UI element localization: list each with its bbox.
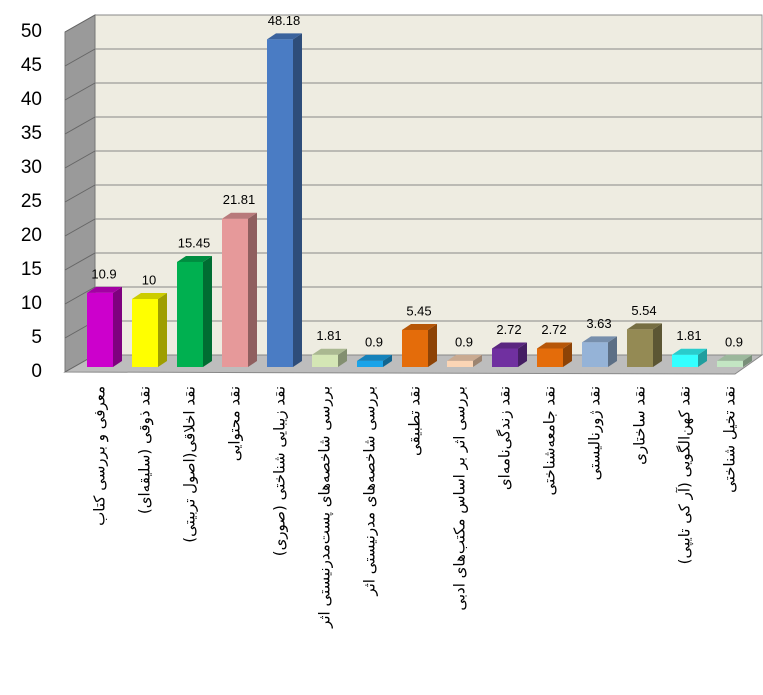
bar-top — [672, 348, 707, 355]
bar — [267, 39, 293, 367]
value-label: 5.54 — [631, 303, 656, 318]
bar-side — [608, 336, 617, 367]
value-label: 1.81 — [676, 328, 701, 343]
bar-side — [473, 354, 482, 367]
bar — [402, 329, 428, 367]
value-label: 21.81 — [223, 192, 256, 207]
x-tick-label: نقد اخلاقی(اصول تربیتی) — [181, 386, 199, 543]
bar-top — [357, 354, 392, 361]
bar-side — [338, 348, 347, 367]
side-grid-line — [64, 48, 96, 67]
bar — [627, 329, 653, 367]
side-grid-line — [64, 218, 96, 237]
x-tick-label: نقد محتوایی — [226, 386, 244, 461]
x-tick-label: معرفی و بررسی کتاب — [91, 386, 109, 526]
value-label: 10.9 — [91, 266, 116, 281]
bar — [312, 354, 338, 367]
bar-side — [698, 348, 707, 367]
bar-top — [267, 33, 302, 40]
y-tick-label: 35 — [21, 123, 42, 144]
bar-top — [312, 348, 347, 355]
bar — [672, 354, 698, 367]
side-grid-line — [64, 116, 96, 135]
bar-top — [87, 286, 122, 293]
bar-side — [428, 323, 437, 367]
value-label: 48.18 — [268, 13, 301, 28]
bar-side — [113, 286, 122, 367]
value-label: 10 — [142, 272, 156, 287]
bar — [87, 292, 113, 367]
y-tick-label: 25 — [21, 191, 42, 212]
bar-top — [537, 342, 572, 349]
bar — [132, 299, 158, 367]
value-label: 2.72 — [496, 322, 521, 337]
side-grid-line — [64, 184, 96, 203]
bar-side — [248, 212, 257, 367]
x-tick-label: بررسی اثر بر اساس مکتب‌های ادبی — [451, 386, 469, 611]
y-tick-label: 20 — [21, 225, 42, 246]
value-label: 1.81 — [316, 328, 341, 343]
y-tick-label: 15 — [21, 259, 42, 280]
bar-top — [177, 255, 212, 262]
x-tick-label: بررسی شاخصه‌های پست‌مدرنیستی اثر — [316, 386, 335, 629]
value-label: 2.72 — [541, 322, 566, 337]
x-tick-label: نقد ساختاری — [631, 386, 649, 465]
bar — [582, 342, 608, 367]
x-tick-label: نقد تطبیقی — [406, 386, 424, 456]
side-grid-line — [64, 252, 96, 271]
bar-top — [582, 336, 617, 343]
bar — [222, 218, 248, 367]
value-label: 15.45 — [178, 235, 211, 250]
value-label: 0.9 — [725, 334, 743, 349]
x-tick-label: نقد زندگی‌نامه‌ای — [496, 386, 514, 490]
side-grid-line — [64, 150, 96, 169]
bar — [717, 360, 743, 367]
x-tick-label: نقد ذوقی (سلیقه‌ای) — [136, 386, 154, 514]
bar-side — [518, 342, 527, 367]
side-grid-line — [64, 286, 96, 305]
bar-side — [563, 342, 572, 367]
bar-top — [222, 212, 257, 219]
x-tick-label: نقد تخیل شناختی — [721, 386, 739, 493]
x-tick-label: نقد ژورنالیستی — [586, 386, 604, 480]
bar-top — [627, 323, 662, 330]
bar-side — [653, 323, 662, 367]
bar — [177, 261, 203, 367]
bar — [357, 360, 383, 367]
x-tick-label: نقد زیبایی شناختی (صوری) — [271, 386, 289, 556]
value-label: 0.9 — [365, 334, 383, 349]
bar-side — [383, 354, 392, 367]
x-tick-label: بررسی شاخصه‌های مدرنیستی اثر — [361, 386, 379, 597]
bar-side — [293, 33, 302, 367]
y-tick-label: 50 — [21, 21, 42, 42]
y-tick-label: 30 — [21, 157, 42, 178]
bar-top — [402, 323, 437, 330]
value-label: 5.45 — [406, 303, 431, 318]
value-label: 3.63 — [586, 316, 611, 331]
bar — [492, 348, 518, 367]
bar-side — [743, 354, 752, 367]
x-tick-label: نقد کهن‌الگویی (آر کی تایپی) — [676, 386, 695, 564]
y-tick-label: 40 — [21, 89, 42, 110]
y-tick-label: 5 — [31, 327, 42, 348]
y-tick-label: 0 — [31, 361, 42, 382]
value-label: 0.9 — [455, 334, 473, 349]
bar-top — [447, 354, 482, 361]
bar — [537, 348, 563, 367]
bar-side — [203, 255, 212, 367]
bar-side — [158, 293, 167, 367]
y-tick-label: 45 — [21, 55, 42, 76]
side-grid-line — [64, 82, 96, 101]
y-tick-label: 10 — [21, 293, 42, 314]
side-grid-line — [64, 14, 96, 33]
bar-top — [492, 342, 527, 349]
x-tick-label: نقد جامعه‌شناختی — [541, 386, 559, 496]
bar-top — [132, 293, 167, 299]
bar — [447, 360, 473, 367]
bar-top — [717, 354, 752, 361]
